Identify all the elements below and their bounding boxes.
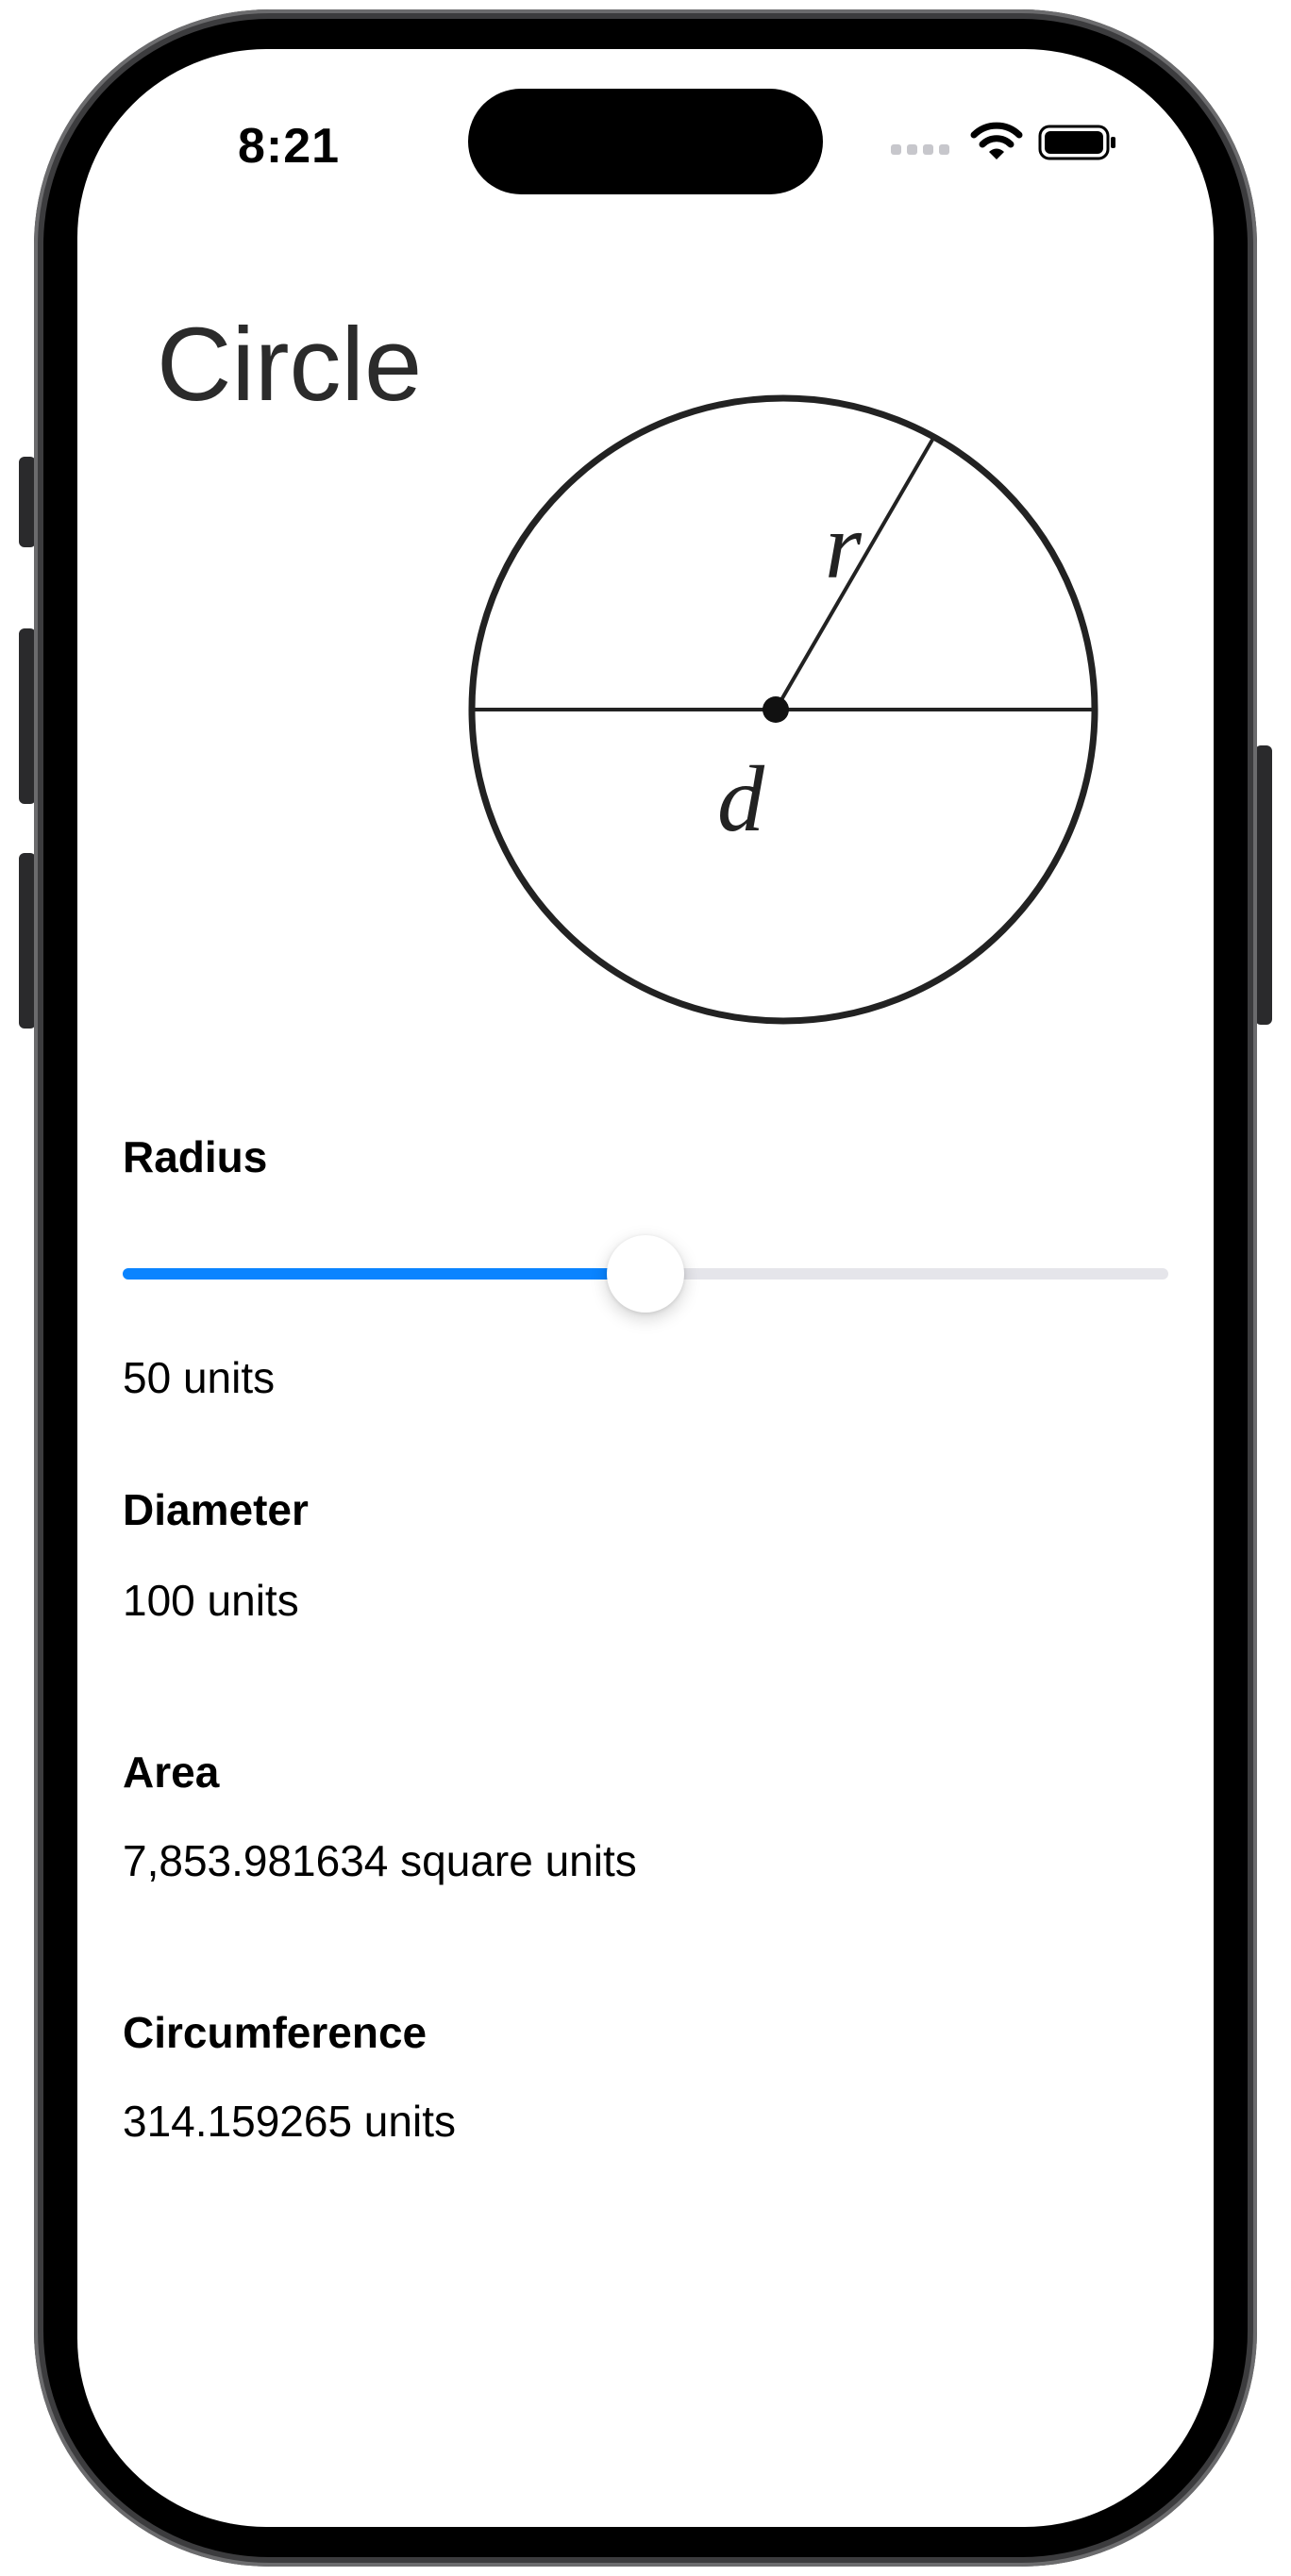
circle-diagram: r d	[468, 394, 1098, 1025]
radius-slider[interactable]	[123, 1227, 1168, 1321]
page-title: Circle	[157, 307, 423, 423]
volume-down-button	[19, 853, 36, 1029]
action-button	[19, 457, 36, 547]
radius-symbol: r	[825, 493, 863, 598]
slider-thumb[interactable]	[607, 1235, 684, 1313]
status-time: 8:21	[238, 119, 341, 174]
battery-icon	[1038, 125, 1115, 160]
radius-value: 50 units	[123, 1353, 276, 1402]
wifi-icon	[970, 122, 1023, 159]
radius-line	[774, 438, 934, 711]
dynamic-island	[468, 89, 823, 194]
area-value: 7,853.981634 square units	[123, 1836, 637, 1885]
center-point	[763, 696, 789, 723]
volume-up-button	[19, 628, 36, 804]
app-screen: 8:21 Circle r d Radius 50 units Diameter…	[77, 49, 1214, 2527]
area-label: Area	[123, 1748, 220, 1797]
diameter-value: 100 units	[123, 1576, 299, 1625]
cellular-dots-icon	[891, 140, 951, 159]
circumference-label: Circumference	[123, 2008, 428, 2057]
radius-label: Radius	[123, 1132, 268, 1181]
diameter-symbol: d	[717, 746, 765, 851]
diameter-label: Diameter	[123, 1485, 309, 1534]
slider-fill	[123, 1268, 646, 1280]
power-button	[1255, 745, 1272, 1025]
circumference-value: 314.159265 units	[123, 2097, 456, 2146]
